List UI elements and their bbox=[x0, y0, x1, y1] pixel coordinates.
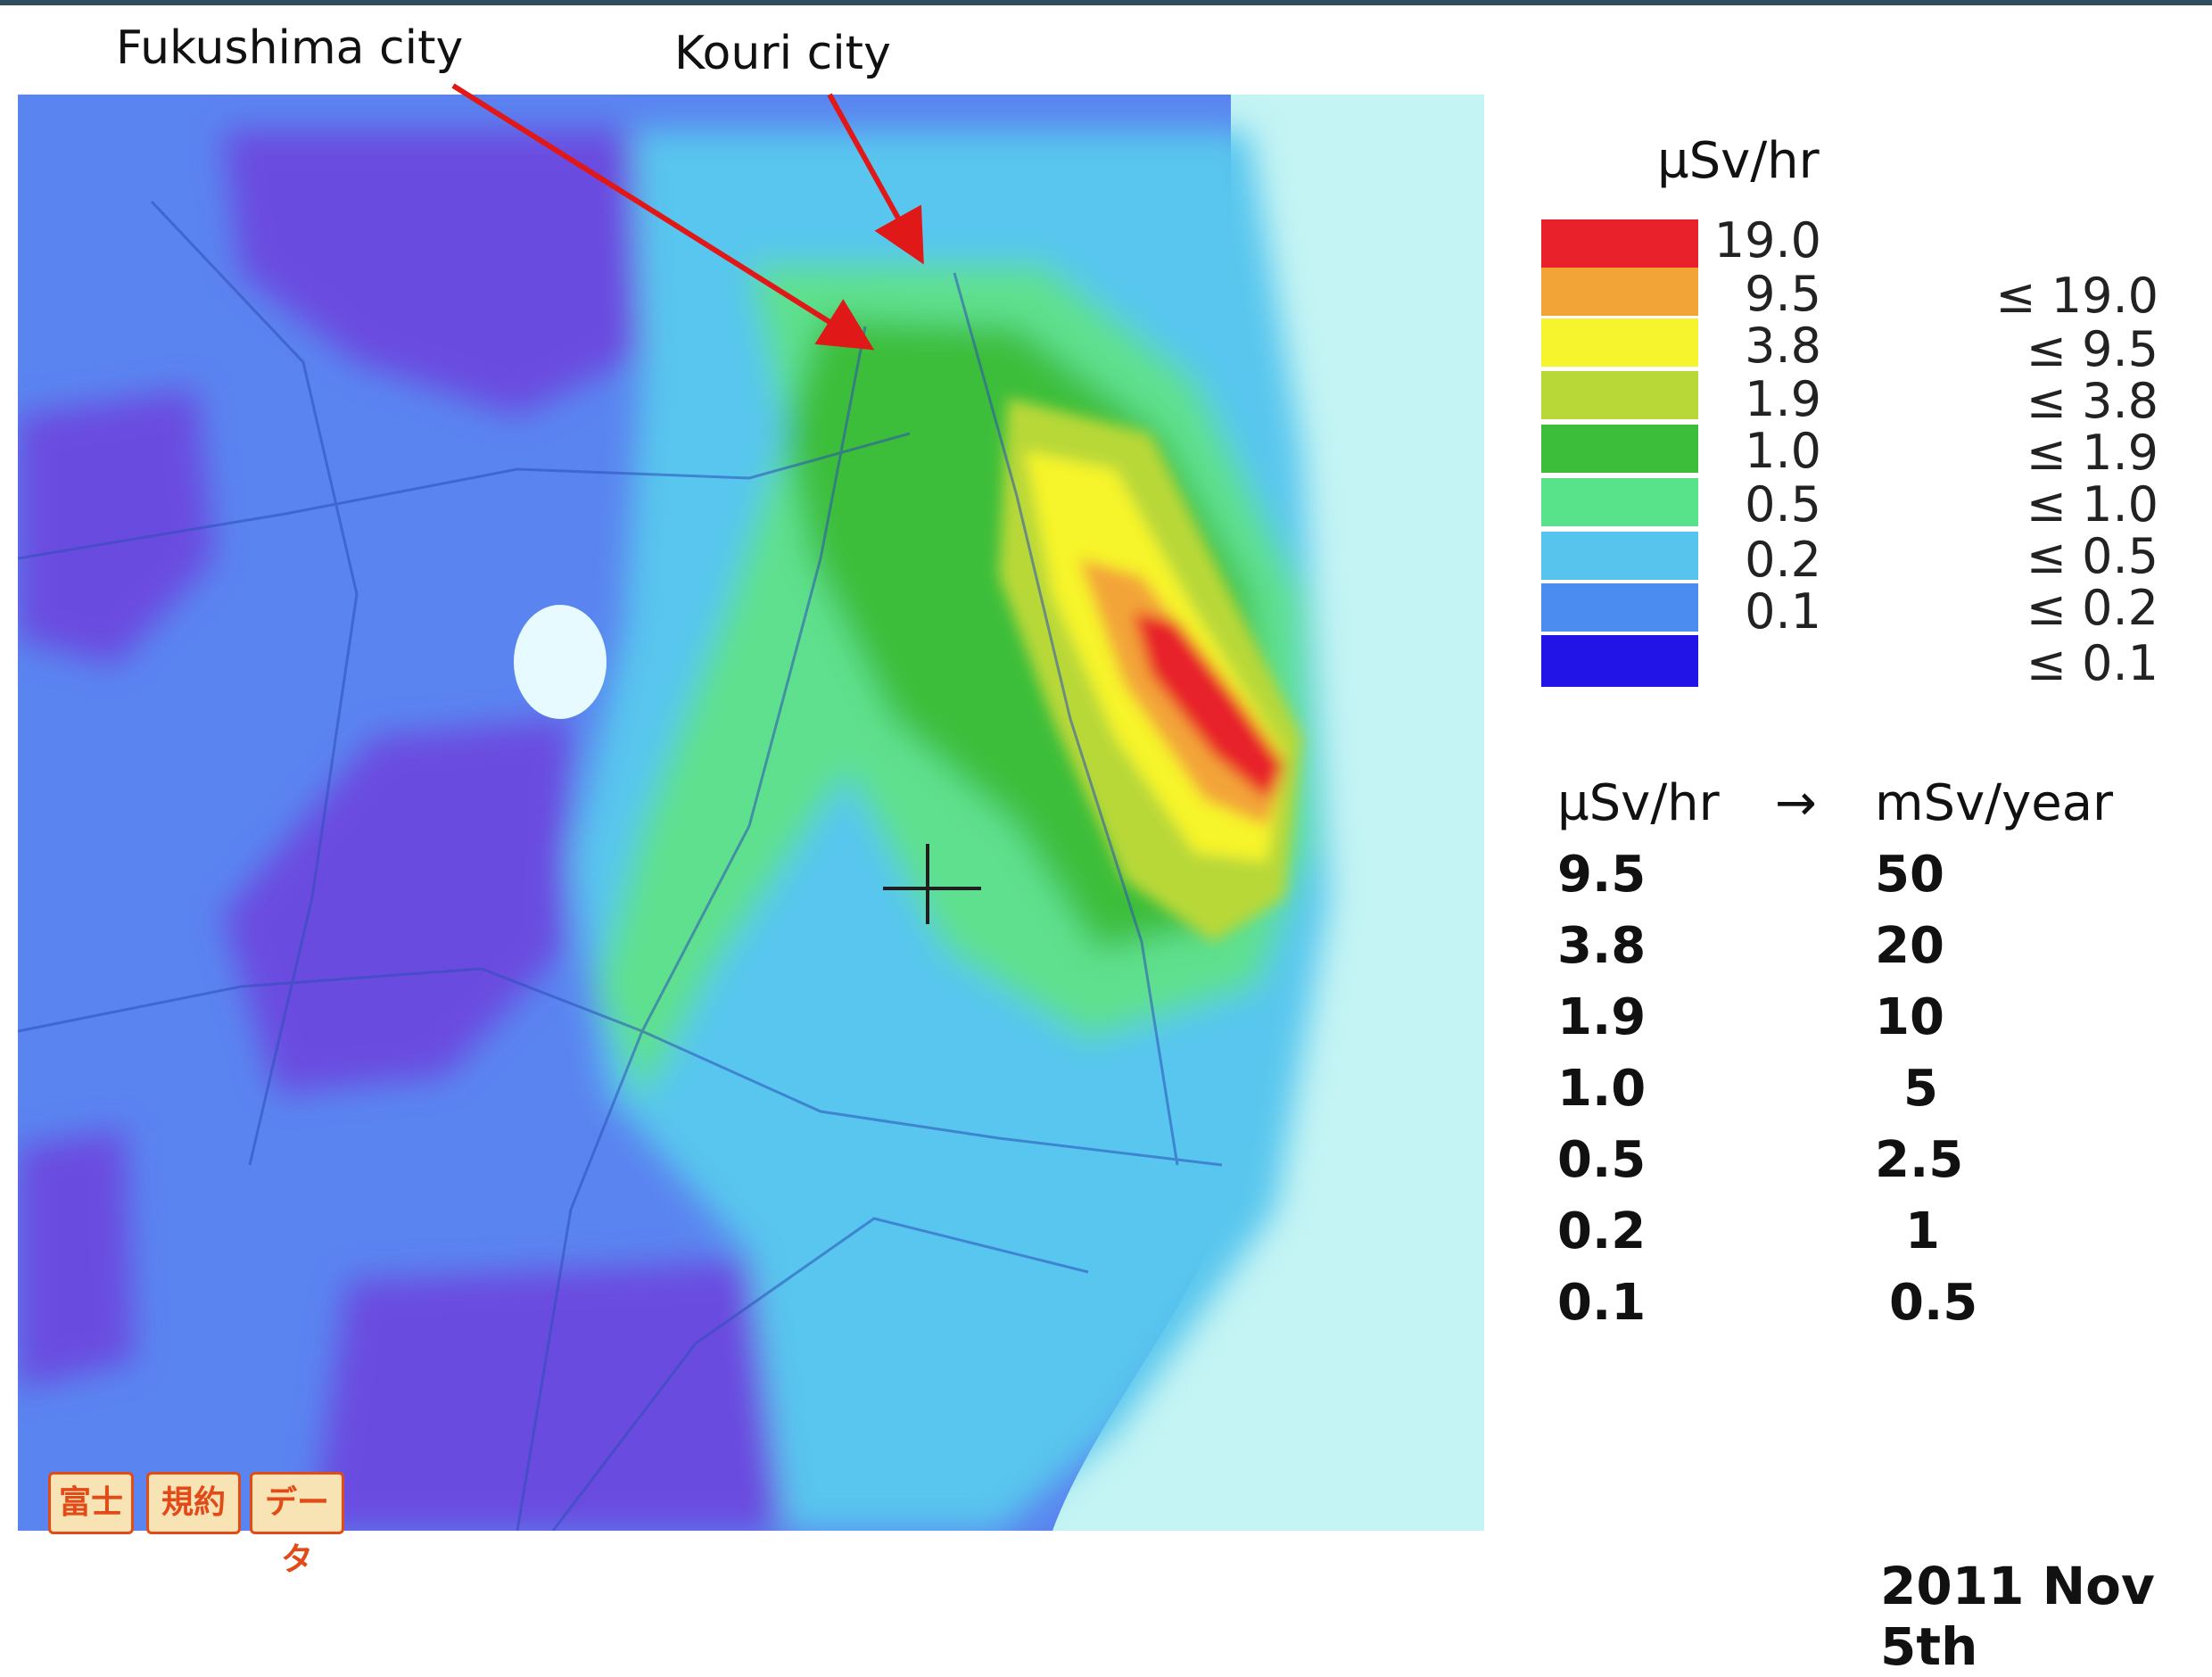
legend-range-1: ≤ 9.5 bbox=[2026, 321, 2158, 377]
top-border bbox=[0, 0, 2212, 5]
fukushima-city-label: Fukushima city bbox=[116, 21, 464, 75]
conversion-arrow: → bbox=[1775, 774, 1817, 832]
legend-range-2: ≤ 3.8 bbox=[2026, 373, 2158, 429]
legend-threshold-0: 19.0 bbox=[1713, 212, 1821, 268]
legend-unit: µSv/hr bbox=[1657, 132, 1820, 190]
conversion-to-1: 20 bbox=[1875, 917, 1944, 975]
legend-swatch-3 bbox=[1541, 371, 1698, 419]
legend-range-4: ≤ 1.0 bbox=[2026, 476, 2158, 533]
legend-swatch-8 bbox=[1541, 635, 1698, 687]
legend-swatch-4 bbox=[1541, 425, 1698, 473]
legend-range-3: ≤ 1.9 bbox=[2026, 425, 2158, 481]
radiation-map bbox=[18, 95, 1484, 1531]
road-network bbox=[18, 200, 1223, 1531]
legend-swatch-1 bbox=[1541, 268, 1698, 316]
legend-swatch-0 bbox=[1541, 219, 1698, 268]
legend-range-7: ≤ 0.1 bbox=[2026, 635, 2158, 691]
crosshair bbox=[883, 844, 981, 924]
lake-inawashiro bbox=[514, 605, 607, 719]
map-badge-2: 規約 bbox=[146, 1472, 241, 1534]
legend-threshold-1: 9.5 bbox=[1745, 266, 1821, 322]
conversion-from-6: 0.1 bbox=[1557, 1274, 1647, 1332]
legend-range-5: ≤ 0.5 bbox=[2026, 528, 2158, 584]
map-badge-1: 富士 bbox=[48, 1472, 134, 1534]
conversion-header-from: µSv/hr bbox=[1557, 774, 1720, 832]
conversion-from-2: 1.9 bbox=[1557, 988, 1647, 1046]
legend-threshold-6: 0.2 bbox=[1745, 532, 1821, 588]
legend-range-0: ≤ 19.0 bbox=[1995, 268, 2158, 324]
purple-zone-center bbox=[223, 719, 571, 1094]
conversion-to-4: 2.5 bbox=[1875, 1131, 1964, 1189]
conversion-from-4: 0.5 bbox=[1557, 1131, 1647, 1189]
legend-threshold-3: 1.9 bbox=[1745, 371, 1821, 427]
conversion-to-3: 5 bbox=[1903, 1060, 1938, 1118]
conversion-from-5: 0.2 bbox=[1557, 1202, 1647, 1260]
legend-range-6: ≤ 0.2 bbox=[2026, 580, 2158, 636]
conversion-from-1: 3.8 bbox=[1557, 917, 1647, 975]
coastline bbox=[1052, 95, 1484, 1531]
legend-threshold-2: 3.8 bbox=[1745, 318, 1821, 374]
legend-swatch-5 bbox=[1541, 478, 1698, 526]
red-zone bbox=[1133, 612, 1284, 799]
legend-swatch-2 bbox=[1541, 318, 1698, 367]
purple-zone-west bbox=[18, 389, 214, 665]
conversion-to-6: 0.5 bbox=[1889, 1274, 1978, 1332]
conversion-to-0: 50 bbox=[1875, 846, 1944, 904]
conversion-from-3: 1.0 bbox=[1557, 1060, 1647, 1118]
legend-swatch-7 bbox=[1541, 583, 1698, 632]
conversion-header-to: mSv/year bbox=[1875, 774, 2114, 832]
legend-swatch-6 bbox=[1541, 532, 1698, 580]
conversion-to-5: 1 bbox=[1905, 1202, 1940, 1260]
conversion-from-0: 9.5 bbox=[1557, 846, 1647, 904]
legend-threshold-5: 0.5 bbox=[1745, 476, 1821, 533]
legend-threshold-4: 1.0 bbox=[1745, 423, 1821, 479]
date-label: 2011 Nov 5th bbox=[1880, 1556, 2155, 1677]
radiation-map-image bbox=[18, 95, 1484, 1531]
legend-threshold-7: 0.1 bbox=[1745, 583, 1821, 640]
purple-zone-southwest bbox=[18, 1129, 134, 1388]
map-badge-3: データ bbox=[250, 1472, 344, 1578]
conversion-to-2: 10 bbox=[1875, 988, 1944, 1046]
kouri-city-label: Kouri city bbox=[674, 27, 891, 80]
